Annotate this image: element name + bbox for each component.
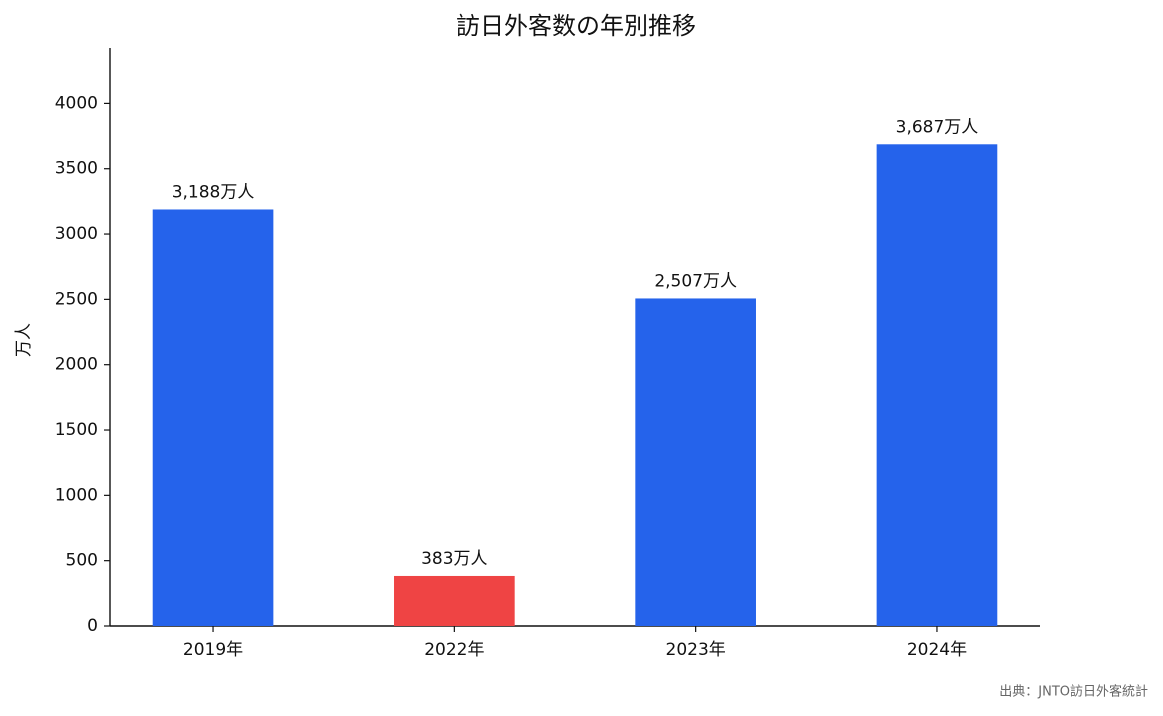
bar — [876, 144, 998, 626]
y-tick-label: 2500 — [55, 289, 98, 309]
y-tick-label: 4000 — [55, 93, 98, 113]
bar — [635, 298, 756, 626]
bar — [152, 209, 274, 627]
value-label: 3,188万人 — [172, 182, 255, 202]
y-tick-label: 3000 — [55, 224, 98, 244]
chart-title: 訪日外客数の年別推移 — [456, 12, 696, 40]
y-tick-label: 1500 — [55, 420, 98, 440]
source-note: 出典：JNTO訪日外客統計 — [999, 684, 1148, 700]
value-label: 2,507万人 — [654, 271, 737, 291]
y-tick-label: 500 — [66, 551, 98, 571]
x-tick-label: 2024年 — [907, 640, 967, 660]
value-label: 3,687万人 — [896, 117, 979, 137]
value-label: 383万人 — [421, 549, 487, 569]
y-tick-label: 3500 — [55, 159, 98, 179]
y-tick-label: 2000 — [55, 355, 98, 375]
y-tick-label: 0 — [87, 616, 98, 636]
x-tick-label: 2023年 — [666, 640, 726, 660]
y-tick-label: 1000 — [55, 485, 98, 505]
bar — [394, 575, 515, 626]
y-axis-label: 万人 — [14, 323, 34, 357]
x-tick-label: 2022年 — [424, 640, 484, 660]
x-tick-label: 2019年 — [183, 640, 243, 660]
